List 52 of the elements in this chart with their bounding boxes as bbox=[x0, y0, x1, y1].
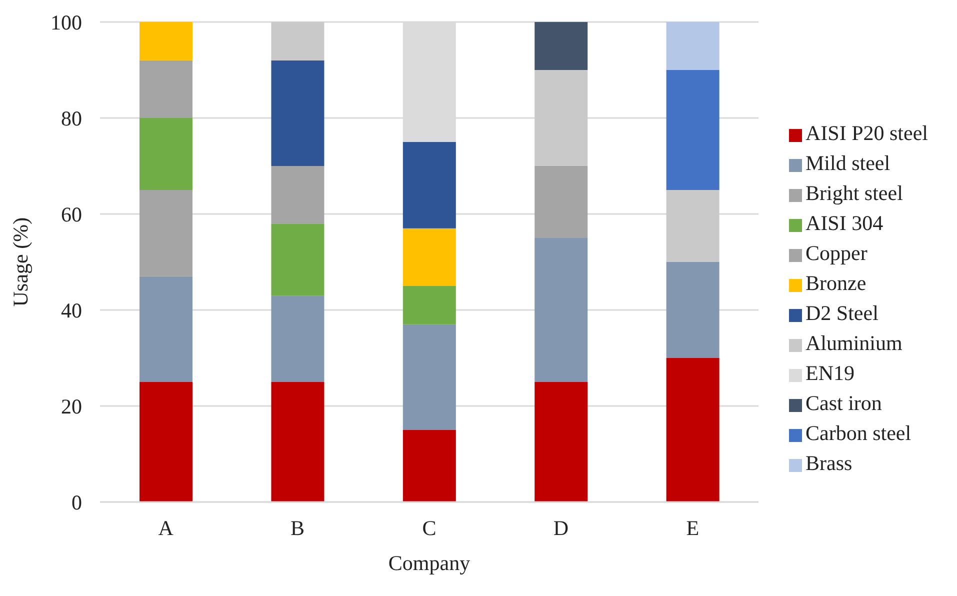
bar bbox=[140, 60, 193, 118]
legend-label: Mild steel bbox=[806, 151, 890, 175]
legend-label: D2 Steel bbox=[806, 301, 878, 325]
legend-label: Brass bbox=[806, 451, 852, 475]
y-tick-label: 20 bbox=[61, 394, 82, 418]
bar bbox=[271, 382, 324, 502]
y-axis-title: Usage (%) bbox=[8, 217, 32, 307]
bar bbox=[534, 238, 588, 382]
bar bbox=[534, 70, 588, 166]
bar bbox=[140, 382, 193, 502]
bar bbox=[271, 60, 324, 166]
x-tick-label: C bbox=[422, 516, 436, 540]
bar bbox=[271, 224, 324, 296]
bar bbox=[534, 382, 588, 502]
legend-label: Bronze bbox=[806, 271, 866, 295]
y-tick-label: 100 bbox=[50, 10, 82, 34]
legend-label: AISI 304 bbox=[806, 211, 884, 235]
bar bbox=[666, 22, 720, 70]
bar bbox=[271, 22, 324, 60]
legend-label: Copper bbox=[806, 241, 868, 265]
bar bbox=[402, 430, 456, 502]
bar bbox=[402, 142, 456, 228]
bar bbox=[534, 166, 588, 238]
y-tick-label: 0 bbox=[72, 490, 82, 514]
bar bbox=[271, 296, 324, 382]
bar bbox=[140, 22, 193, 60]
bar bbox=[140, 276, 193, 382]
x-tick-label: D bbox=[553, 516, 569, 540]
legend-label: Aluminium bbox=[806, 331, 902, 355]
legend-label: Carbon steel bbox=[806, 421, 912, 445]
x-tick-label: B bbox=[290, 516, 305, 540]
legend-label: Bright steel bbox=[806, 181, 903, 205]
legend-label: Cast iron bbox=[806, 391, 882, 415]
y-tick-label: 80 bbox=[61, 106, 82, 130]
legend-label: EN19 bbox=[806, 361, 854, 385]
bar bbox=[534, 22, 588, 70]
y-tick-label: 40 bbox=[61, 298, 82, 322]
legend-label: AISI P20 steel bbox=[806, 121, 928, 145]
bar bbox=[140, 190, 193, 276]
x-tick-label: E bbox=[686, 516, 700, 540]
bar bbox=[666, 358, 720, 502]
x-tick-label: A bbox=[158, 516, 174, 540]
bar bbox=[140, 118, 193, 190]
bar bbox=[666, 70, 720, 190]
bar bbox=[666, 262, 720, 358]
y-tick-label: 60 bbox=[61, 202, 82, 226]
bar bbox=[666, 190, 720, 262]
bar bbox=[271, 166, 324, 224]
bar bbox=[402, 286, 456, 324]
x-axis-title: Company bbox=[388, 551, 471, 575]
bar bbox=[402, 228, 456, 286]
bar bbox=[402, 324, 456, 430]
